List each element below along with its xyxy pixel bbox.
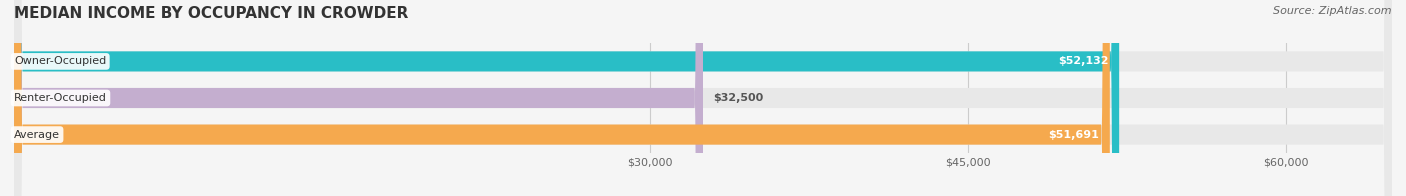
Text: Source: ZipAtlas.com: Source: ZipAtlas.com xyxy=(1274,6,1392,16)
FancyBboxPatch shape xyxy=(14,0,1109,196)
FancyBboxPatch shape xyxy=(14,0,703,196)
FancyBboxPatch shape xyxy=(14,0,1392,196)
Text: MEDIAN INCOME BY OCCUPANCY IN CROWDER: MEDIAN INCOME BY OCCUPANCY IN CROWDER xyxy=(14,6,408,21)
Text: Renter-Occupied: Renter-Occupied xyxy=(14,93,107,103)
Text: $51,691: $51,691 xyxy=(1049,130,1099,140)
Text: $32,500: $32,500 xyxy=(714,93,763,103)
FancyBboxPatch shape xyxy=(14,0,1119,196)
FancyBboxPatch shape xyxy=(14,0,1392,196)
Text: Average: Average xyxy=(14,130,60,140)
Text: $52,132: $52,132 xyxy=(1059,56,1108,66)
Text: Owner-Occupied: Owner-Occupied xyxy=(14,56,107,66)
FancyBboxPatch shape xyxy=(14,0,1392,196)
